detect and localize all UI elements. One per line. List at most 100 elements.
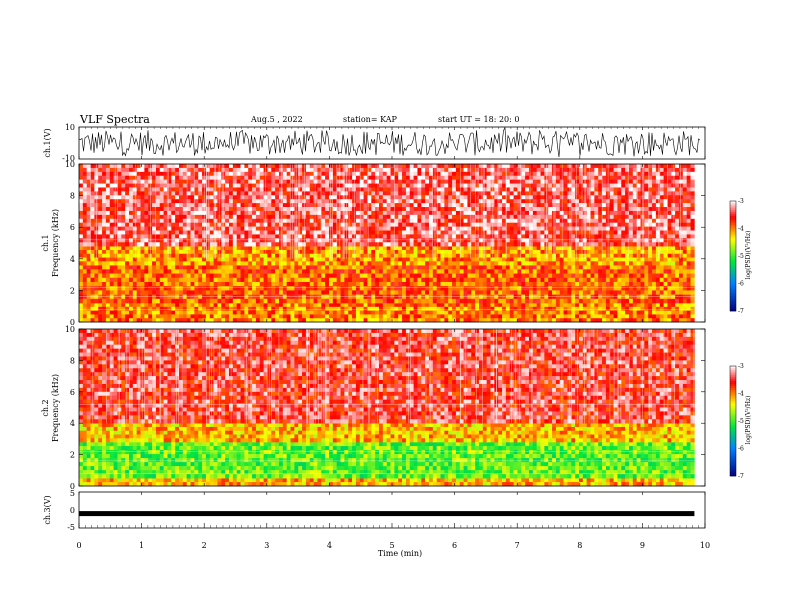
spectrogram-cell (117, 303, 122, 308)
spectrogram-cell (405, 230, 411, 235)
spectrogram-cell (228, 234, 234, 239)
spectrogram-cell (609, 249, 614, 255)
spectrogram-cell (298, 318, 303, 323)
spectrogram-cell (440, 298, 445, 304)
spectrogram-cell (336, 234, 341, 239)
spectrogram-cell (129, 226, 134, 231)
spectrogram-cell (402, 226, 407, 231)
spectrogram-cell (428, 195, 434, 200)
spectrogram-cell (298, 226, 303, 231)
spectrogram-cell (125, 234, 130, 239)
spectrogram-cell (578, 269, 584, 274)
spectrogram-cell (290, 310, 295, 315)
spectrogram-cell (652, 273, 657, 279)
spectrogram-cell (244, 290, 249, 295)
spectrogram-cell (513, 281, 518, 287)
spectrogram-cell (240, 214, 245, 220)
spectrogram-cell (179, 306, 184, 311)
spectrogram-cell (129, 286, 134, 291)
spectrogram-cell (348, 306, 353, 311)
spectrogram-cell (436, 269, 441, 274)
spectrogram-cell (628, 286, 634, 291)
spectrogram-cell (559, 265, 564, 270)
spectrogram-cell (502, 257, 507, 262)
spectrogram-cell (359, 257, 364, 262)
spectrogram-cell (82, 203, 87, 208)
spectrogram-cell (359, 191, 364, 196)
spectrogram-cell (348, 207, 353, 212)
spectrogram-cell (152, 253, 157, 258)
spectrogram-cell (121, 164, 126, 169)
spectrogram-cell (652, 298, 657, 304)
spectrogram-cell (198, 183, 203, 188)
spectrogram-cell (171, 281, 176, 287)
spectrogram-cell (475, 246, 480, 251)
spectrogram-cell (548, 269, 553, 274)
spectrogram-cell (125, 242, 130, 247)
spectrogram-cell (682, 303, 687, 308)
spectrogram-cell (509, 318, 514, 323)
spectrogram-cell (182, 187, 187, 192)
spectrogram-cell (448, 261, 453, 266)
spectrogram-cell (129, 234, 134, 239)
spectrogram-cell (228, 314, 234, 319)
spectrogram-cell (571, 253, 576, 258)
spectrogram-cell (428, 183, 434, 188)
spectrogram-cell (109, 191, 114, 196)
ch1-waveform-panel: 10 -10 ch.1(V) (43, 123, 706, 163)
spectrogram-cell (359, 183, 364, 188)
spectrogram-cell (636, 253, 641, 258)
spectrogram-cell (267, 222, 272, 227)
spectrogram-cell (375, 318, 380, 323)
spectrogram-cell (571, 277, 576, 283)
spectrogram-cell (113, 290, 118, 295)
spectrogram-cell (578, 298, 584, 304)
spectrogram-cell (528, 286, 534, 291)
spectrogram-cell (252, 310, 257, 315)
spectrogram-cell (94, 286, 99, 291)
spectrogram-cell (563, 253, 568, 258)
spectrogram-cell (140, 306, 145, 311)
spectrogram-cell (259, 171, 264, 177)
spectrogram-cell (182, 191, 187, 196)
spectrogram-cell (467, 290, 472, 295)
spectrogram-cell (209, 222, 214, 227)
spectrogram-cell (205, 191, 211, 196)
spectrogram-cell (290, 277, 295, 283)
spectrogram-cell (682, 265, 687, 270)
spectrogram-cell (548, 286, 553, 291)
spectrogram-cell (355, 175, 361, 180)
spectrogram-cell (148, 238, 153, 243)
spectrogram-cell (359, 298, 364, 304)
spectrogram-cell (217, 203, 222, 208)
spectrogram-cell (140, 298, 145, 304)
spectrogram-cell (244, 253, 249, 258)
spectrogram-cell (490, 257, 495, 262)
spectrogram-cell (152, 257, 157, 262)
spectrogram-cell (417, 226, 422, 231)
spectrogram-cell (86, 191, 91, 196)
spectrogram-cell (471, 261, 476, 266)
spectrogram-cell (317, 222, 322, 227)
spectrogram-cell (540, 298, 545, 304)
spectrogram-cell (394, 269, 399, 274)
spectrogram-cell (240, 261, 245, 266)
spectrogram-cell (359, 230, 364, 235)
spectrogram-cell (471, 246, 476, 251)
spectrogram-cell (355, 171, 361, 177)
spectrogram-cell (502, 281, 507, 287)
spectrogram-cell (394, 234, 399, 239)
spectrogram-cell (517, 281, 522, 287)
spectrogram-cell (171, 187, 176, 192)
spectrogram-cell (152, 183, 157, 188)
spectrogram-cell (190, 183, 195, 188)
spectrogram-cell (228, 187, 234, 192)
spectrogram-cell (417, 306, 422, 311)
spectrogram-cell (259, 210, 264, 216)
spectrogram-cell (275, 286, 280, 291)
spectrogram-cell (455, 298, 461, 304)
spectrogram-cell (271, 230, 276, 235)
spectrogram-cell (486, 318, 491, 323)
spectrogram-cell (248, 222, 253, 227)
spectrogram-cell (355, 207, 361, 212)
